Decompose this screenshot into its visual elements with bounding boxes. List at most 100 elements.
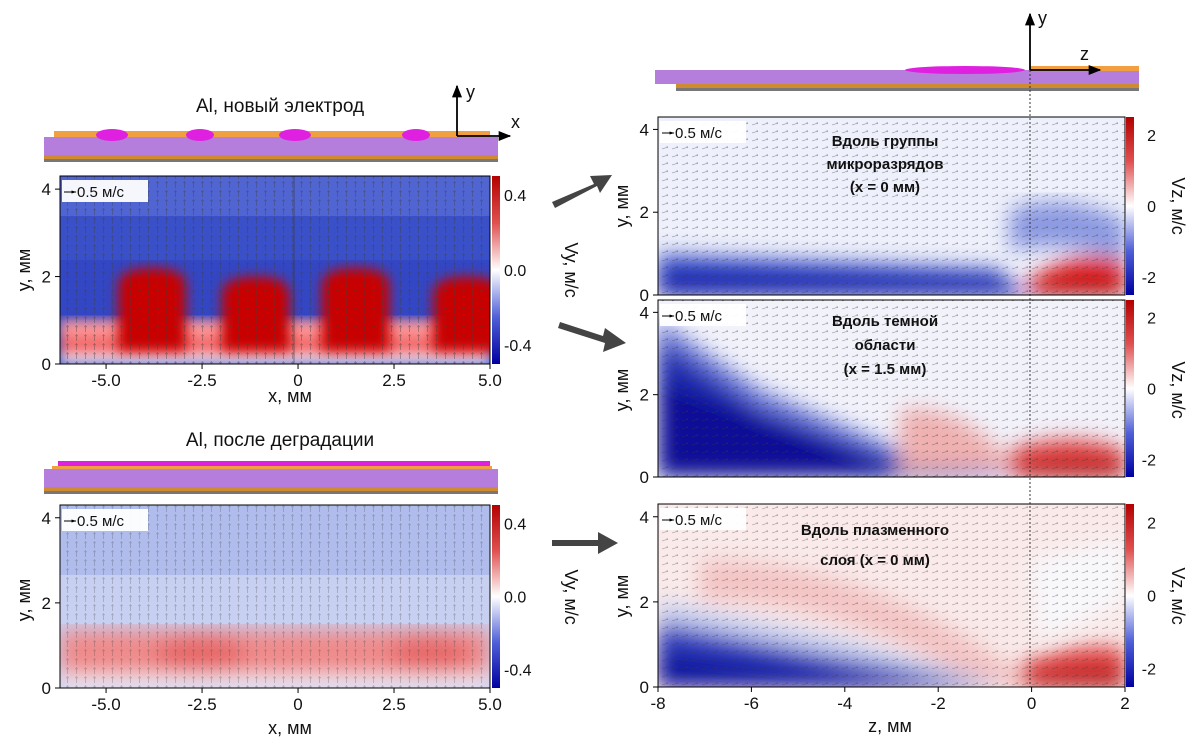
electrode-orange-strip (54, 131, 490, 138)
y-ticks: 0 2 4 (640, 508, 658, 697)
annotation-line: слоя (x = 0 мм) (820, 552, 930, 569)
scale-box (62, 509, 148, 531)
colorbar-tick-label: 2 (1147, 311, 1156, 328)
electrode-orange-strip (1030, 66, 1139, 71)
y-tick-label: 4 (42, 509, 51, 528)
colorbar-ticks: 0.4 0.0 -0.4 (504, 188, 532, 355)
connector-arrow (552, 532, 618, 554)
colorbar-label: Vz, м/с (1168, 361, 1188, 418)
electrode-orange-strip (52, 466, 492, 470)
annotation-line: Вдоль темной (832, 313, 938, 330)
colorbar (492, 505, 500, 688)
x-tick-label: 2.5 (382, 695, 406, 714)
panel-top-left: Al, новый электрод y x (14, 82, 581, 406)
colorbar (492, 176, 500, 364)
heatmap-vz-group (658, 117, 1125, 295)
base-layer (44, 491, 498, 494)
electrode-diagram: y x (44, 82, 520, 162)
y-tick-label: 0 (640, 678, 649, 697)
scale-arrow-label: 0.5 м/с (77, 513, 124, 530)
microdischarge-mark (402, 129, 430, 141)
diagram-x-label: x (511, 112, 520, 132)
microdischarge-mark (186, 129, 214, 141)
colorbar-tick-label: -2 (1142, 270, 1156, 287)
panel-title: Al, новый электрод (196, 96, 364, 117)
annotation-line: области (855, 337, 916, 354)
panel-right-3: 0.5 м/с Вдоль плазменного слоя (x = 0 мм… (612, 503, 1188, 736)
y-ticks: 0 2 4 (42, 180, 60, 374)
colorbar-label: Vy, м/с (561, 569, 581, 624)
base-layer (44, 159, 498, 162)
colorbar-ticks: 2 0 -2 (1142, 128, 1156, 287)
x-tick-label: 5.0 (478, 695, 502, 714)
plot-frame (657, 116, 1126, 296)
y-tick-label: 2 (640, 593, 649, 612)
annotation-line: Вдоль плазменного (801, 522, 949, 539)
connector-arrow (552, 175, 612, 208)
dielectric-plate (44, 137, 498, 155)
plot-frame (657, 299, 1126, 478)
base-layer (676, 88, 1139, 91)
panel-right-2: 0.5 м/с Вдоль темной области (x = 1.5 мм… (612, 299, 1188, 487)
y-tick-label: 4 (640, 120, 649, 139)
colorbar-tick-label: 0 (1147, 382, 1156, 399)
colorbar-tick-label: 0.0 (504, 263, 526, 280)
panel-bottom-left: Al, после деградации 0.5 м/с -5.0 -2.5 0 2.… (14, 430, 581, 738)
colorbar (1126, 117, 1134, 295)
colorbar-label: Vy, м/с (561, 242, 581, 297)
plot-frame (657, 503, 1126, 688)
x-axis-label: x, мм (268, 718, 312, 738)
microdischarge-mark (96, 129, 128, 141)
colorbar-tick-label: 0.4 (504, 516, 526, 533)
y-tick-label: 0 (640, 468, 649, 487)
panel-right-1: 0.5 м/с Вдоль группы микроразрядов (x = … (612, 116, 1188, 305)
side-electrode-diagram: y z (655, 8, 1139, 91)
colorbar-tick-label: 0.4 (504, 188, 526, 205)
connector-arrow (558, 322, 626, 352)
x-ticks: -5.0 -2.5 0 2.5 5.0 (91, 688, 502, 714)
y-tick-label: 0 (42, 355, 51, 374)
panel-title: Al, после деградации (186, 430, 374, 451)
y-tick-label: 4 (640, 508, 649, 527)
heatmap-vz-dark (658, 300, 1125, 477)
plasma-layer (905, 66, 1025, 74)
plasma-layer (58, 461, 490, 467)
colorbar-tick-label: -0.4 (504, 663, 532, 680)
x-tick-label: -4 (837, 694, 852, 713)
colorbar-ticks: 0.4 0.0 -0.4 (504, 516, 532, 679)
colorbar-tick-label: 0 (1147, 199, 1156, 216)
annotation-line: (x = 1.5 мм) (844, 361, 927, 378)
scale-arrow-label: 0.5 м/с (675, 308, 722, 325)
plot-frame (59, 175, 491, 365)
dielectric-plate (655, 70, 1139, 84)
x-ticks: -5.0 -2.5 0 2.5 5.0 (91, 364, 502, 390)
scale-box (660, 121, 746, 143)
colorbar-tick-label: -0.4 (504, 338, 532, 355)
y-tick-label: 0 (42, 679, 51, 698)
scale-box (660, 304, 746, 326)
x-tick-label: 5.0 (478, 371, 502, 390)
y-tick-label: 2 (42, 268, 51, 287)
heatmap-vy-new (60, 176, 490, 364)
y-tick-label: 2 (640, 386, 649, 405)
scale-arrow-label: 0.5 м/с (675, 125, 722, 142)
colorbar-tick-label: -2 (1142, 452, 1156, 469)
colorbar-ticks: 2 0 -2 (1142, 515, 1156, 678)
diagram-z-label: z (1080, 44, 1089, 64)
y-tick-label: 4 (640, 303, 649, 322)
y-axis-label: y, мм (612, 185, 632, 227)
x-tick-label: 0 (293, 371, 302, 390)
x-tick-label: -6 (744, 694, 759, 713)
heatmap-vy-degraded (60, 505, 490, 688)
colorbar-tick-label: 2 (1147, 128, 1156, 145)
dielectric-plate (44, 469, 498, 487)
x-tick-label: 0 (1027, 694, 1036, 713)
diagram-y-label: y (1038, 8, 1047, 28)
scale-arrow-label: 0.5 м/с (77, 184, 124, 201)
annotation-line: микроразрядов (827, 156, 944, 173)
colorbar (1126, 300, 1134, 477)
x-tick-label: 2 (1120, 694, 1129, 713)
x-tick-label: -5.0 (91, 371, 120, 390)
x-tick-label: -5.0 (91, 695, 120, 714)
